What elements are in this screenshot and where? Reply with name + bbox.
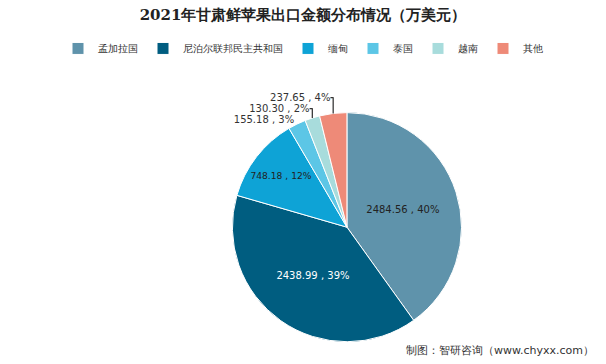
- svg-text:237.65 , 4%: 237.65 , 4%: [270, 92, 330, 103]
- svg-text:130.30 , 2%: 130.30 , 2%: [249, 103, 309, 114]
- svg-text:泰国: 泰国: [393, 43, 413, 54]
- svg-text:制图：智研咨询（www.chyxx.com）: 制图：智研咨询（www.chyxx.com）: [406, 344, 594, 357]
- svg-text:2484.56 , 40%: 2484.56 , 40%: [366, 204, 439, 215]
- svg-text:748.18 , 12%: 748.18 , 12%: [250, 171, 311, 181]
- svg-text:155.18 , 3%: 155.18 , 3%: [234, 114, 294, 125]
- svg-text:缅甸: 缅甸: [328, 43, 348, 54]
- svg-text:孟加拉国: 孟加拉国: [98, 43, 138, 54]
- svg-text:2021年甘肃鲜苹果出口金额分布情况（万美元）: 2021年甘肃鲜苹果出口金额分布情况（万美元）: [140, 6, 467, 24]
- svg-text:越南: 越南: [458, 43, 478, 54]
- svg-text:其他: 其他: [523, 43, 543, 54]
- svg-text:尼泊尔联邦民主共和国: 尼泊尔联邦民主共和国: [183, 43, 283, 54]
- svg-text:2438.99 , 39%: 2438.99 , 39%: [276, 270, 349, 281]
